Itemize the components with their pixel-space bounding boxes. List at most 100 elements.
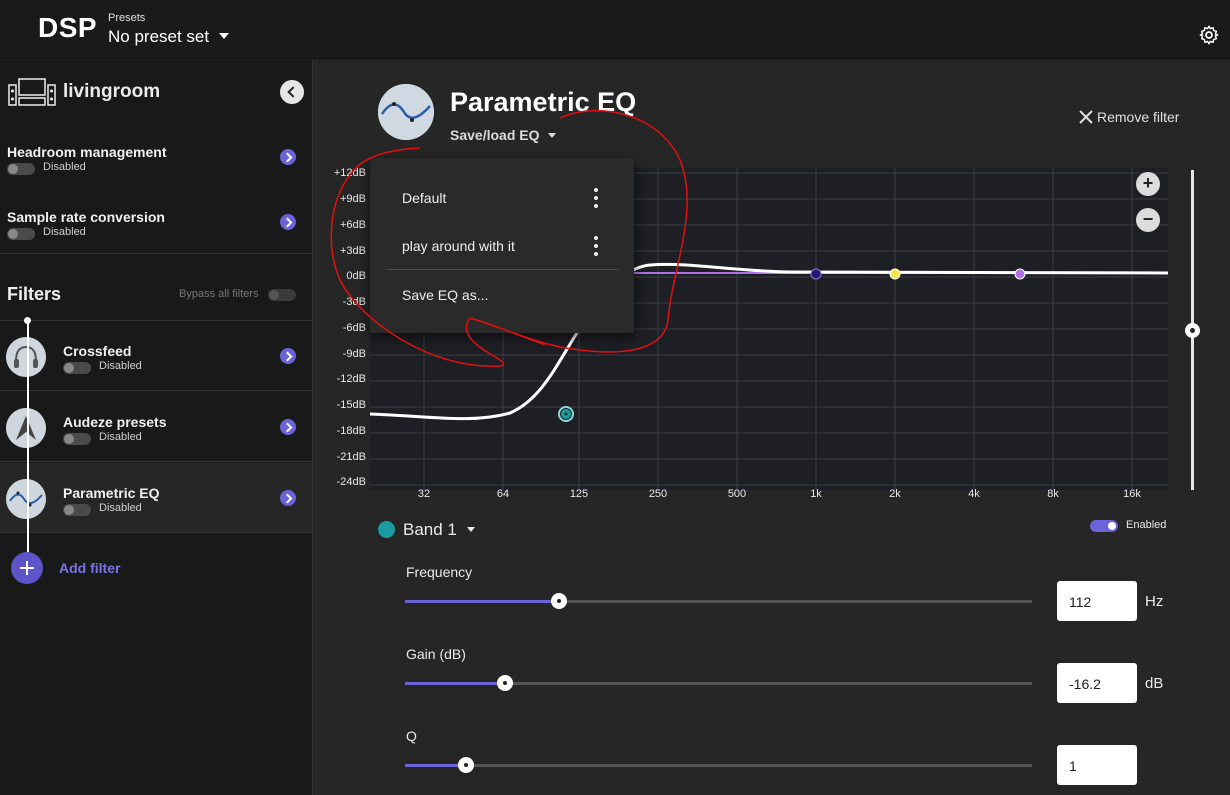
gain-slider[interactable] <box>405 675 1032 691</box>
headroom-management-row[interactable]: Headroom management Disabled <box>0 144 312 194</box>
audeze-logo-icon <box>6 408 46 448</box>
gain-label: Gain (dB) <box>406 646 466 662</box>
y-axis-label: +12dB <box>333 167 366 179</box>
filter-title: Audeze presets <box>63 414 167 430</box>
menu-item-play-around[interactable]: play around with it <box>402 238 515 254</box>
y-axis-label: 0dB <box>346 270 366 282</box>
setting-state: Disabled <box>43 226 86 238</box>
frequency-input[interactable]: 112 <box>1057 581 1137 621</box>
sample-rate-toggle[interactable] <box>7 228 35 240</box>
chevron-right-icon[interactable] <box>280 214 296 230</box>
x-axis-label: 2k <box>889 488 901 500</box>
add-filter-button[interactable] <box>11 552 43 584</box>
y-axis-label: -9dB <box>342 348 366 360</box>
band-enabled-toggle[interactable] <box>1090 520 1118 532</box>
chevron-right-icon[interactable] <box>280 419 296 435</box>
q-label: Q <box>406 728 417 744</box>
bypass-all-toggle[interactable] <box>268 289 296 301</box>
chevron-down-icon[interactable] <box>219 33 229 39</box>
filter-row-audeze[interactable]: Audeze presets Disabled <box>0 392 312 462</box>
y-axis-label: -6dB <box>342 322 366 334</box>
setting-state: Disabled <box>43 161 86 173</box>
band-enabled-label: Enabled <box>1126 519 1167 531</box>
menu-divider <box>386 269 618 270</box>
filter-row-parametric-eq[interactable]: Parametric EQ Disabled <box>0 463 312 533</box>
q-slider[interactable] <box>405 757 1032 773</box>
crossfeed-toggle[interactable] <box>63 362 91 374</box>
x-axis-label: 8k <box>1047 488 1059 500</box>
filter-title: Crossfeed <box>63 343 132 359</box>
sidebar: livingroom Headroom management Disabled … <box>0 60 313 795</box>
filter-state: Disabled <box>99 360 142 372</box>
y-axis-label: +9dB <box>340 193 366 205</box>
chevron-right-icon[interactable] <box>280 348 296 364</box>
menu-item-default[interactable]: Default <box>402 190 447 206</box>
gear-icon[interactable] <box>1198 24 1220 46</box>
slider-thumb[interactable] <box>497 675 514 691</box>
setting-title: Sample rate conversion <box>7 209 165 225</box>
parametric-eq-toggle[interactable] <box>63 504 91 516</box>
q-input[interactable]: 1 <box>1057 745 1137 785</box>
more-options-icon[interactable] <box>594 236 598 256</box>
slider-fill <box>405 764 466 767</box>
audeze-toggle[interactable] <box>63 433 91 445</box>
filter-state: Disabled <box>99 431 142 443</box>
y-axis-label: -3dB <box>342 296 366 308</box>
x-axis-label: 4k <box>968 488 980 500</box>
collapse-sidebar-button[interactable] <box>280 80 304 104</box>
gain-range-slider-thumb[interactable] <box>1185 323 1200 338</box>
filter-title: Parametric EQ <box>63 485 160 501</box>
menu-item-save-eq-as[interactable]: Save EQ as... <box>402 287 489 303</box>
band-3-point <box>889 268 901 280</box>
more-options-icon[interactable] <box>594 188 598 208</box>
slider-fill <box>405 682 506 685</box>
eq-curve-icon <box>378 84 434 140</box>
filters-heading: Filters <box>7 284 62 304</box>
band-1-point <box>558 406 574 422</box>
zoom-out-button[interactable]: − <box>1136 208 1160 232</box>
chevron-right-icon[interactable] <box>280 149 296 165</box>
chevron-down-icon[interactable] <box>467 527 475 532</box>
sample-rate-conversion-row[interactable]: Sample rate conversion Disabled <box>0 209 312 259</box>
band-color-dot <box>378 521 395 538</box>
chevron-right-icon[interactable] <box>280 490 296 506</box>
frequency-unit: Hz <box>1145 593 1164 610</box>
headroom-toggle[interactable] <box>7 163 35 175</box>
band-2-point <box>810 268 822 280</box>
chevron-down-icon[interactable] <box>548 133 556 138</box>
y-axis-label: -12dB <box>336 373 366 385</box>
home-theater-icon <box>8 78 56 106</box>
gain-input[interactable]: -16.2 <box>1057 663 1137 703</box>
x-axis-label: 250 <box>648 488 668 500</box>
close-icon[interactable] <box>1079 110 1093 124</box>
x-axis-label: 64 <box>496 488 510 500</box>
page-title: Parametric EQ <box>450 87 637 117</box>
bypass-label: Bypass all filters <box>179 288 259 300</box>
slider-thumb[interactable] <box>457 757 474 773</box>
frequency-slider[interactable] <box>405 593 1032 609</box>
y-axis-label: -24dB <box>336 476 366 488</box>
eq-curve-icon <box>6 479 46 519</box>
zoom-in-button[interactable]: + <box>1136 172 1160 196</box>
x-axis-label: 125 <box>569 488 589 500</box>
frequency-label: Frequency <box>406 564 473 580</box>
x-axis-label: 500 <box>727 488 747 500</box>
y-axis-label: -15dB <box>336 399 366 411</box>
divider <box>0 253 312 254</box>
filter-row-crossfeed[interactable]: Crossfeed Disabled <box>0 321 312 391</box>
x-axis-label: 32 <box>417 488 431 500</box>
band-4-point <box>1014 268 1026 280</box>
band-selector[interactable]: Band 1 <box>403 520 457 539</box>
y-axis-label: +3dB <box>340 245 366 257</box>
x-axis-label: 16k <box>1123 488 1141 500</box>
gain-unit: dB <box>1145 675 1164 692</box>
remove-filter-button[interactable]: Remove filter <box>1097 109 1180 125</box>
add-filter-label[interactable]: Add filter <box>59 560 121 576</box>
save-load-eq-dropdown[interactable]: Save/load EQ <box>450 127 540 143</box>
preset-selector[interactable]: No preset set <box>108 27 210 46</box>
slider-fill <box>405 600 559 603</box>
save-load-menu: Default play around with it Save EQ as..… <box>370 158 634 333</box>
device-name: livingroom <box>63 81 161 102</box>
slider-thumb[interactable] <box>550 593 567 609</box>
app-title: DSP <box>38 12 98 43</box>
